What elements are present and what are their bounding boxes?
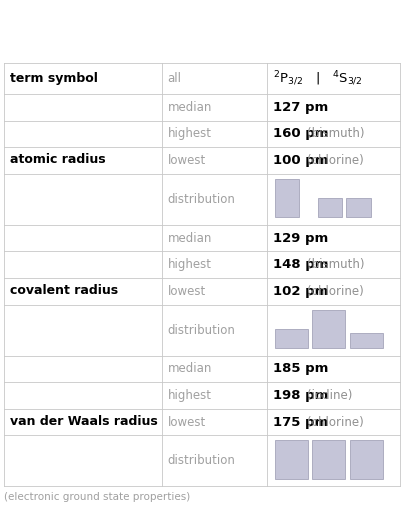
Text: lowest: lowest	[168, 285, 206, 298]
Text: (bismuth): (bismuth)	[307, 258, 364, 271]
Bar	[350, 440, 383, 479]
Text: 198 pm: 198 pm	[273, 389, 328, 402]
Text: distribution: distribution	[168, 323, 236, 337]
Text: 129 pm: 129 pm	[273, 231, 328, 245]
Text: atomic radius: atomic radius	[10, 153, 106, 166]
Text: 185 pm: 185 pm	[273, 362, 328, 376]
Text: 102 pm: 102 pm	[273, 285, 328, 298]
Text: median: median	[168, 231, 212, 245]
Text: (iodine): (iodine)	[307, 389, 352, 402]
Bar	[346, 198, 370, 217]
Text: 100 pm: 100 pm	[273, 154, 328, 167]
Text: (chlorine): (chlorine)	[307, 154, 363, 167]
Text: median: median	[168, 101, 212, 114]
Bar	[350, 333, 383, 348]
Text: (chlorine): (chlorine)	[307, 285, 363, 298]
Text: distribution: distribution	[168, 193, 236, 206]
Text: lowest: lowest	[168, 154, 206, 167]
Text: highest: highest	[168, 258, 212, 271]
Bar	[318, 198, 342, 217]
Text: (bismuth): (bismuth)	[307, 127, 364, 141]
Text: 148 pm: 148 pm	[273, 258, 328, 271]
Text: (electronic ground state properties): (electronic ground state properties)	[4, 492, 190, 502]
Bar	[275, 440, 307, 479]
Bar	[275, 329, 307, 348]
Text: distribution: distribution	[168, 454, 236, 468]
Text: 127 pm: 127 pm	[273, 101, 328, 114]
Text: 160 pm: 160 pm	[273, 127, 328, 141]
Bar	[312, 310, 345, 348]
Text: (chlorine): (chlorine)	[307, 415, 363, 429]
Text: $^{2}$P$_{3/2}$   |   $^{4}$S$_{3/2}$: $^{2}$P$_{3/2}$ | $^{4}$S$_{3/2}$	[273, 69, 362, 88]
Text: covalent radius: covalent radius	[10, 284, 118, 297]
Text: highest: highest	[168, 389, 212, 402]
Text: 175 pm: 175 pm	[273, 415, 328, 429]
Text: all: all	[168, 72, 182, 85]
Text: term symbol: term symbol	[10, 72, 98, 85]
Bar	[275, 179, 299, 217]
Text: highest: highest	[168, 127, 212, 141]
Bar	[312, 440, 345, 479]
Text: van der Waals radius: van der Waals radius	[10, 414, 158, 428]
Text: median: median	[168, 362, 212, 376]
Text: lowest: lowest	[168, 415, 206, 429]
